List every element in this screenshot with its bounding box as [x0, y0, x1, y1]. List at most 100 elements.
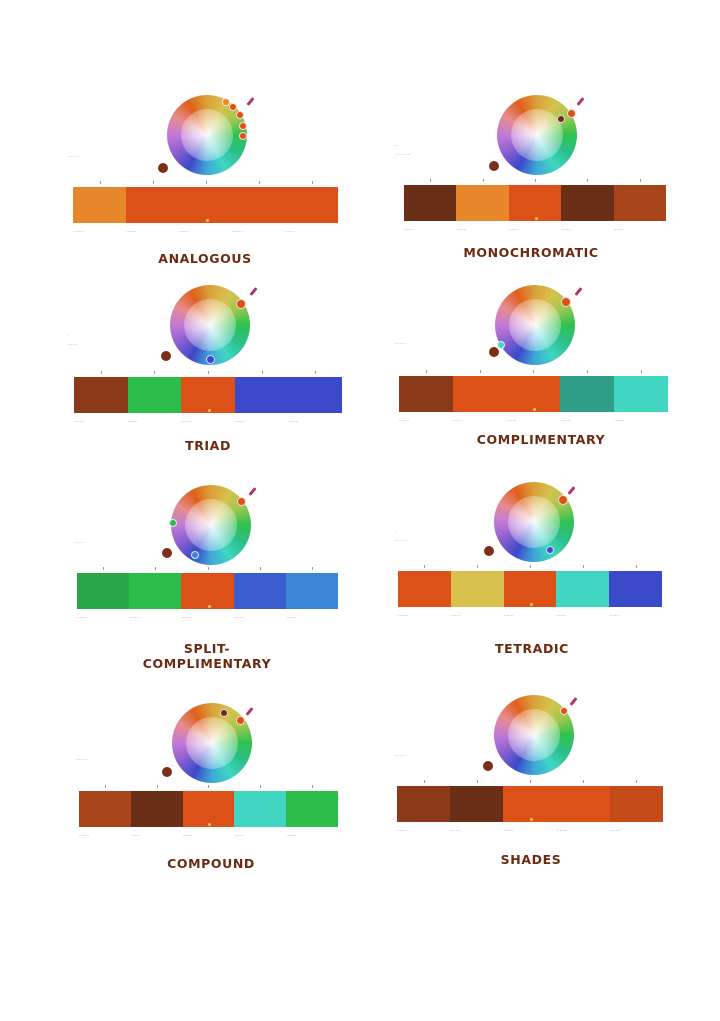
color-swatch[interactable]	[561, 179, 614, 221]
color-swatch[interactable]	[79, 785, 131, 827]
swatch-tick	[530, 780, 531, 783]
wheel-marker[interactable]	[236, 299, 246, 309]
color-swatch[interactable]	[456, 179, 509, 221]
wheel-marker[interactable]	[239, 132, 247, 140]
color-swatch[interactable]	[506, 370, 561, 412]
color-swatch[interactable]	[234, 785, 287, 827]
eyedropper-icon[interactable]	[249, 287, 258, 296]
wheel-marker[interactable]	[557, 115, 565, 123]
base-color-dot[interactable]	[162, 548, 172, 558]
color-swatch[interactable]	[609, 565, 662, 607]
base-color-dot[interactable]	[162, 767, 172, 777]
hex-code: .......	[77, 615, 88, 620]
color-swatch[interactable]	[130, 785, 183, 827]
color-swatch[interactable]	[181, 567, 234, 609]
base-color-dot[interactable]	[489, 161, 499, 171]
base-color-dot[interactable]	[483, 761, 493, 771]
swatch-strip	[79, 785, 338, 827]
wheel-marker[interactable]	[169, 519, 177, 527]
color-swatch[interactable]	[503, 565, 557, 607]
color-swatch[interactable]	[450, 565, 504, 607]
wheel-marker[interactable]	[191, 551, 199, 559]
color-swatch[interactable]	[452, 370, 507, 412]
color-swatch[interactable]	[560, 370, 615, 412]
swatch-tick	[156, 785, 158, 788]
color-swatch[interactable]	[234, 371, 289, 413]
color-swatch[interactable]	[609, 780, 664, 822]
color-swatch[interactable]	[182, 785, 235, 827]
color-swatch[interactable]	[179, 181, 232, 223]
color-wheel-disc[interactable]	[495, 285, 575, 365]
color-swatch[interactable]	[126, 181, 179, 223]
color-swatch[interactable]	[614, 370, 668, 412]
color-swatch[interactable]	[232, 181, 285, 223]
wheel-marker[interactable]	[236, 716, 245, 725]
wheel-marker[interactable]	[229, 103, 237, 111]
wheel-marker[interactable]	[567, 109, 576, 118]
eyedropper-icon[interactable]	[569, 697, 578, 706]
wheel-marker[interactable]	[206, 355, 215, 364]
color-wheel-disc[interactable]	[172, 703, 252, 783]
color-swatch[interactable]	[129, 567, 182, 609]
color-wheel[interactable]	[169, 485, 261, 575]
base-color-dot[interactable]	[489, 347, 499, 357]
color-wheel[interactable]	[494, 482, 584, 572]
hex-code: .......	[182, 833, 193, 838]
eyedropper-icon[interactable]	[246, 97, 255, 106]
base-color-dot[interactable]	[484, 546, 494, 556]
eyedropper-icon[interactable]	[567, 486, 576, 495]
color-swatch[interactable]	[503, 780, 557, 822]
color-swatch[interactable]	[397, 780, 451, 822]
color-swatch[interactable]	[508, 179, 562, 221]
wheel-marker[interactable]	[558, 495, 568, 505]
wheel-marker[interactable]	[237, 497, 246, 506]
color-wheel-disc[interactable]	[494, 482, 574, 562]
base-color-dot[interactable]	[158, 163, 168, 173]
color-swatch[interactable]	[399, 370, 453, 412]
eyedropper-icon[interactable]	[248, 487, 257, 496]
wheel-marker[interactable]	[497, 341, 505, 349]
color-wheel[interactable]	[495, 285, 585, 375]
color-wheel-disc[interactable]	[497, 95, 577, 175]
wheel-marker[interactable]	[560, 707, 568, 715]
base-color-dot[interactable]	[161, 351, 171, 361]
wheel-marker[interactable]	[220, 709, 228, 717]
color-swatch[interactable]	[398, 565, 451, 607]
color-swatch[interactable]	[450, 780, 504, 822]
color-swatch[interactable]	[73, 181, 126, 223]
wheel-marker[interactable]	[236, 111, 244, 119]
color-wheel[interactable]	[497, 95, 587, 185]
color-swatch[interactable]	[127, 371, 182, 413]
color-swatch[interactable]	[556, 780, 610, 822]
scheme-panel-monochromatic: .. .......... ..........................…	[393, 95, 693, 280]
color-swatch[interactable]	[286, 785, 338, 827]
color-swatch[interactable]	[613, 179, 667, 221]
color-wheel[interactable]	[167, 95, 257, 185]
color-swatch[interactable]	[404, 179, 457, 221]
color-swatch[interactable]	[74, 371, 128, 413]
color-swatch[interactable]	[285, 567, 339, 609]
color-wheel[interactable]	[172, 703, 262, 793]
color-swatch[interactable]	[288, 371, 342, 413]
swatch-tick	[100, 371, 102, 374]
eyedropper-icon[interactable]	[245, 707, 254, 716]
swatch-tick	[99, 181, 101, 184]
color-swatch[interactable]	[181, 371, 235, 413]
color-wheel-disc[interactable]	[170, 285, 250, 365]
color-wheel[interactable]	[494, 695, 584, 785]
wheel-marker[interactable]	[222, 98, 230, 106]
color-swatch[interactable]	[77, 567, 130, 609]
hex-code: .......	[127, 419, 138, 424]
wheel-marker[interactable]	[546, 546, 554, 554]
swatch-strip	[77, 567, 339, 609]
color-wheel[interactable]	[170, 285, 260, 375]
eyedropper-icon[interactable]	[574, 287, 583, 296]
color-swatch[interactable]	[285, 181, 338, 223]
wheel-marker[interactable]	[561, 297, 571, 307]
color-swatch[interactable]	[556, 565, 610, 607]
color-swatch[interactable]	[233, 567, 286, 609]
eyedropper-icon[interactable]	[576, 97, 585, 106]
wheel-marker[interactable]	[239, 122, 247, 130]
hex-code: .......	[556, 613, 567, 618]
color-wheel-disc[interactable]	[494, 695, 574, 775]
